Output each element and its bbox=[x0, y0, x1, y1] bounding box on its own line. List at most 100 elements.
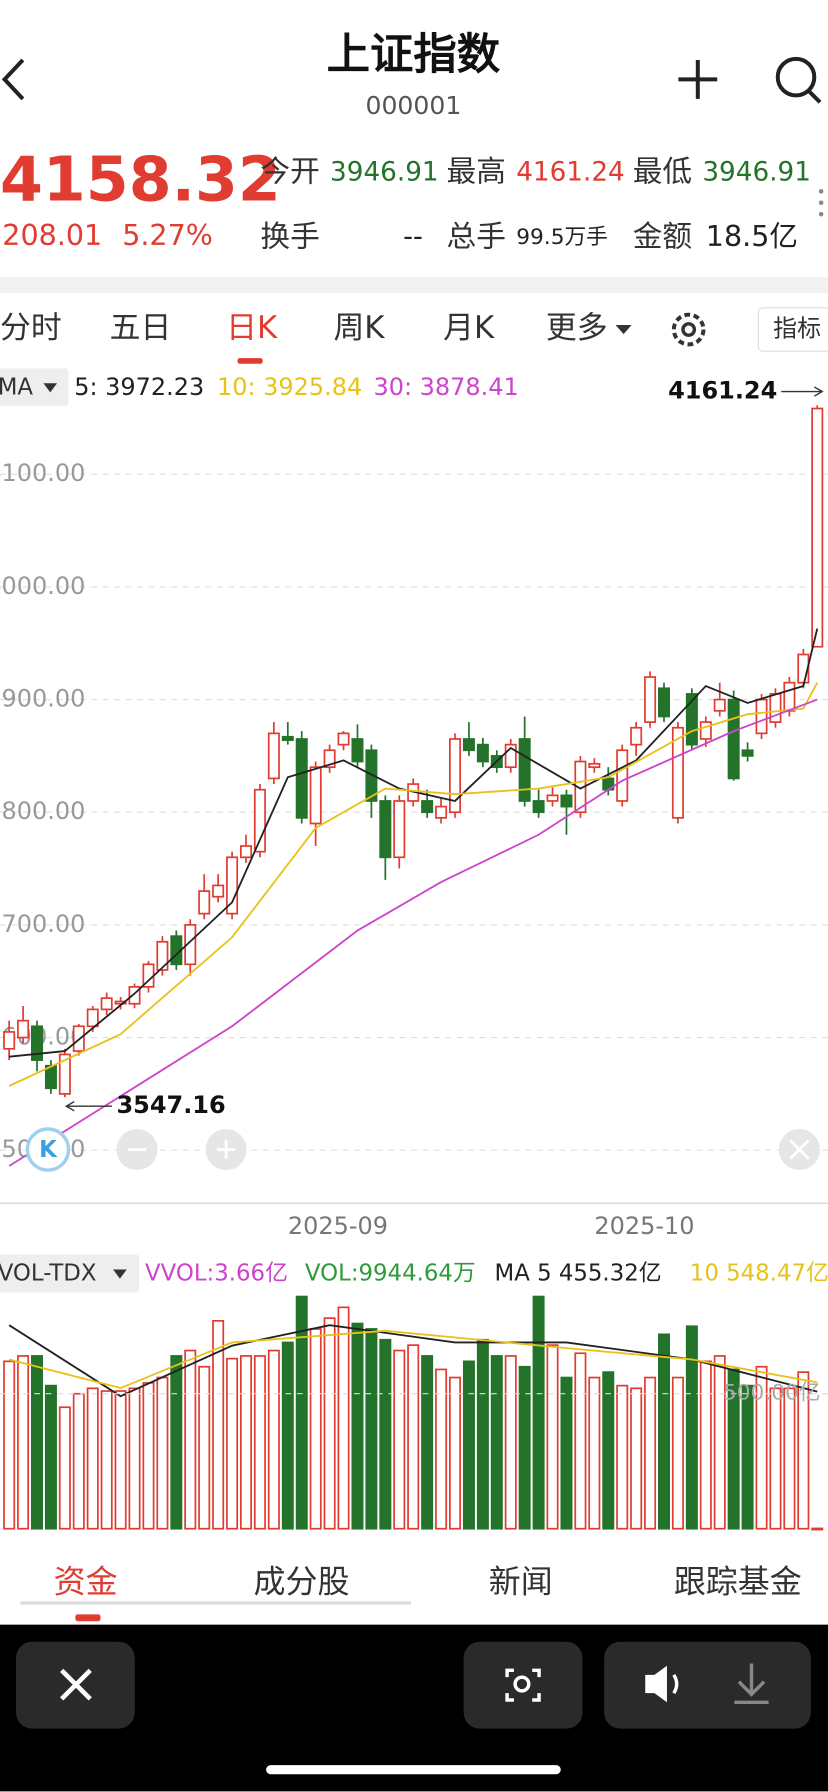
ma-caret bbox=[43, 383, 58, 393]
indicator-label: 指标 bbox=[773, 315, 821, 343]
add-button[interactable] bbox=[678, 60, 718, 99]
candle-body bbox=[226, 856, 239, 915]
settings-button[interactable] bbox=[671, 312, 706, 347]
candle-body bbox=[253, 788, 266, 853]
volume-label: 总手 bbox=[447, 220, 506, 255]
volume-bar bbox=[462, 1360, 475, 1530]
candle-body bbox=[365, 749, 378, 802]
candle-body bbox=[351, 738, 364, 763]
candle-body bbox=[198, 890, 211, 915]
candle-body bbox=[3, 1031, 16, 1050]
vol-legend: 10 548.47亿 bbox=[690, 1261, 828, 1287]
candle-body bbox=[435, 805, 448, 819]
candle-body bbox=[546, 794, 559, 802]
tab[interactable]: 五日 bbox=[110, 310, 172, 346]
download-button[interactable] bbox=[734, 1663, 769, 1705]
vol-caret bbox=[113, 1269, 127, 1279]
volume-bar bbox=[685, 1325, 698, 1530]
candle-body bbox=[58, 1053, 71, 1095]
bottom-tab[interactable]: 跟踪基金 bbox=[674, 1563, 802, 1601]
volume-bar bbox=[476, 1338, 489, 1530]
k-icon: K bbox=[39, 1137, 58, 1163]
candle-body bbox=[811, 407, 824, 648]
max-annotation: 4161.24 bbox=[668, 377, 777, 405]
volume-bar bbox=[699, 1360, 712, 1530]
volume-bar bbox=[560, 1376, 573, 1530]
y-tick-label: 4000.00 bbox=[0, 572, 85, 600]
volume-bar bbox=[658, 1333, 670, 1530]
k-button[interactable] bbox=[25, 1127, 71, 1172]
back-button[interactable] bbox=[1, 58, 25, 101]
candle-body bbox=[755, 698, 768, 735]
bottom-tab[interactable]: 资金 bbox=[54, 1563, 118, 1601]
volume-bar bbox=[393, 1349, 406, 1530]
x-tick-label: 2025-10 bbox=[594, 1212, 694, 1240]
zoom-controls: K bbox=[25, 1127, 821, 1172]
volume-bar bbox=[755, 1365, 768, 1530]
code: 000001 bbox=[365, 91, 461, 120]
bottom-tab[interactable]: 成分股 bbox=[254, 1563, 350, 1601]
volume-bar bbox=[630, 1387, 643, 1530]
ma-selector-label: MA bbox=[0, 374, 33, 400]
volume-bar bbox=[142, 1382, 155, 1530]
candle-body bbox=[783, 681, 796, 712]
more-dots[interactable] bbox=[818, 189, 824, 217]
volume-bar bbox=[769, 1387, 782, 1530]
volume-bar bbox=[671, 1376, 684, 1530]
tab[interactable]: 周K bbox=[333, 310, 385, 346]
y-tick-label: 4100.00 bbox=[0, 459, 85, 487]
ma-legend: 10: 3925.84 bbox=[217, 373, 362, 401]
candle-body bbox=[295, 738, 308, 819]
scan-button[interactable] bbox=[463, 1641, 583, 1729]
ma-line bbox=[8, 1329, 818, 1390]
bottom-tab-underline bbox=[75, 1614, 101, 1622]
volume-bar bbox=[253, 1355, 266, 1530]
media-buttons[interactable] bbox=[604, 1641, 811, 1729]
volume-bar bbox=[490, 1355, 503, 1530]
indicator-button[interactable] bbox=[757, 307, 828, 352]
volume-bar bbox=[281, 1341, 294, 1530]
volume-bar bbox=[323, 1317, 336, 1530]
candle-body bbox=[658, 687, 670, 718]
tab[interactable]: 更多 bbox=[546, 310, 608, 346]
candle-body bbox=[393, 800, 406, 859]
volume-bar bbox=[44, 1384, 57, 1530]
volume-bar bbox=[240, 1355, 252, 1530]
min-annotation: 3547.16 bbox=[116, 1091, 225, 1119]
candle-body bbox=[212, 884, 225, 898]
volume-bar bbox=[421, 1355, 434, 1530]
tab[interactable]: 月K bbox=[443, 310, 495, 346]
ma-selector[interactable] bbox=[0, 368, 69, 407]
bottom-tab-items: 资金 成分股 新闻 跟踪基金 bbox=[54, 1563, 802, 1622]
amount-label: 金额 bbox=[633, 220, 692, 255]
volume-bar bbox=[783, 1387, 796, 1530]
vol-selector-label: VOL-TDX bbox=[0, 1261, 97, 1287]
volume-bar bbox=[713, 1355, 726, 1530]
search-button[interactable] bbox=[775, 56, 822, 104]
candle-body bbox=[323, 749, 336, 769]
high-value: 4161.24 bbox=[516, 158, 625, 188]
tab[interactable]: 分时 bbox=[0, 310, 62, 346]
volume-bar bbox=[198, 1365, 211, 1530]
y-tick-label: 500.00亿 bbox=[723, 1381, 821, 1406]
volume-bar bbox=[588, 1376, 601, 1530]
volume-bar bbox=[797, 1371, 810, 1530]
vol-selector[interactable] bbox=[0, 1254, 140, 1293]
candle-body bbox=[532, 800, 545, 814]
x-tick-label: 2025-09 bbox=[288, 1212, 388, 1240]
volume-value: 99.5万手 bbox=[516, 225, 608, 250]
tab[interactable]: 日K bbox=[226, 310, 278, 346]
y-tick-label: 3900.00 bbox=[0, 685, 85, 713]
volume-bar bbox=[295, 1295, 308, 1530]
volume-bar bbox=[100, 1390, 113, 1530]
open-label: 今开 bbox=[260, 155, 319, 190]
candle-body bbox=[17, 1019, 30, 1039]
bottom-tab[interactable]: 新闻 bbox=[489, 1563, 553, 1601]
candle-body bbox=[31, 1025, 43, 1061]
volume-bar bbox=[504, 1355, 517, 1530]
min-arrow bbox=[64, 1101, 112, 1112]
candle-body bbox=[379, 800, 392, 859]
candle-body bbox=[100, 997, 113, 1011]
kline-chart: 3500.003600.003700.003800.003900.004000.… bbox=[0, 373, 828, 1240]
